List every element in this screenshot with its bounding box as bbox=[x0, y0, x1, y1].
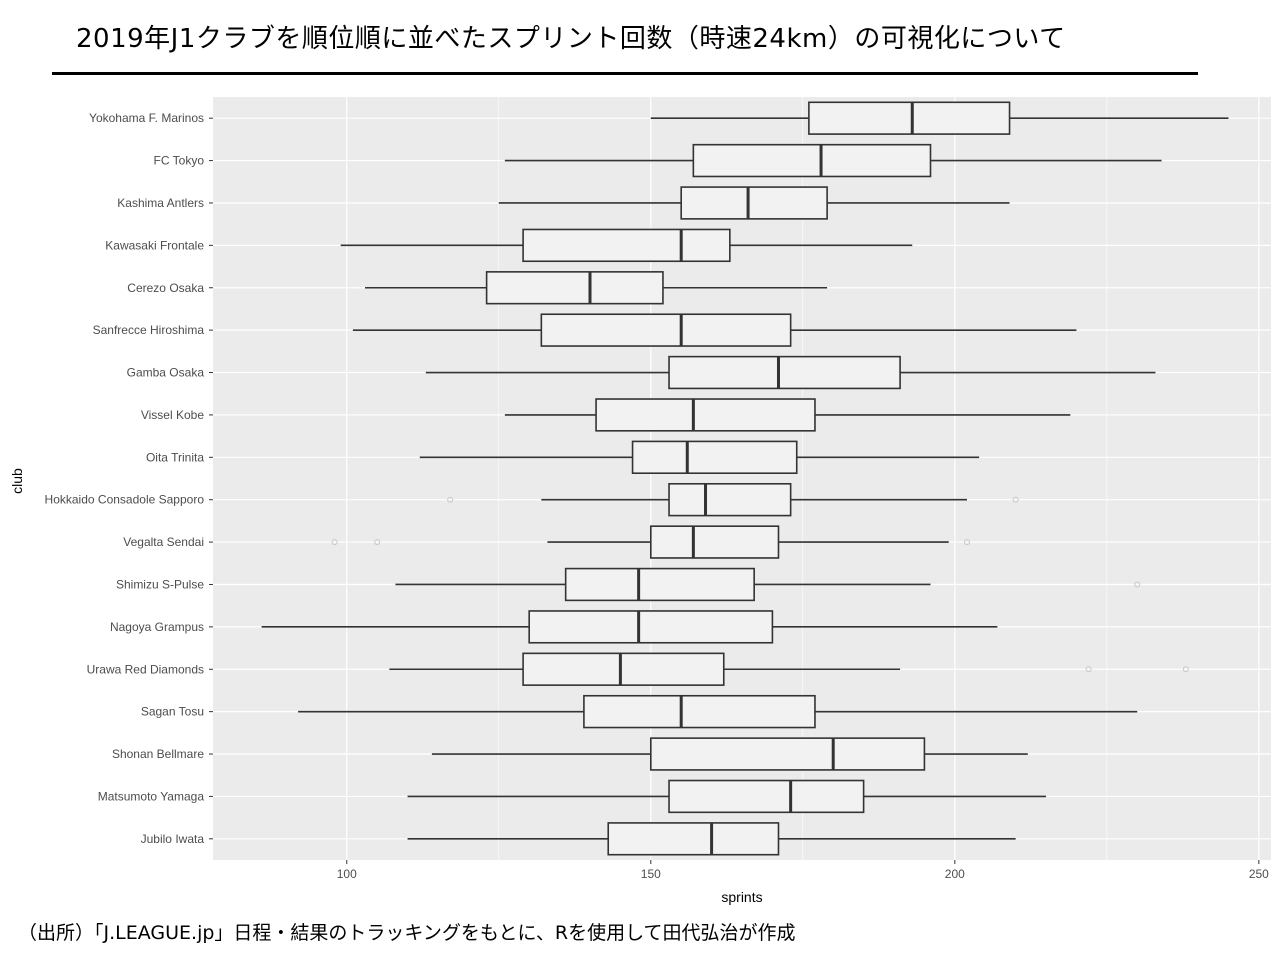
page-title: 2019年J1クラブを順位順に並べたスプリント回数（時速24km）の可視化につい… bbox=[76, 24, 1066, 54]
outlier-point bbox=[1182, 666, 1189, 673]
iqr-box bbox=[583, 694, 816, 729]
y-tick-label: Shonan Bellmare bbox=[112, 747, 204, 761]
iqr-box bbox=[522, 228, 731, 263]
outlier-point bbox=[447, 496, 454, 503]
y-tick-label: Shimizu S-Pulse bbox=[116, 577, 204, 591]
iqr-box bbox=[595, 398, 816, 432]
x-axis-title: sprints bbox=[721, 889, 762, 905]
source-note: （出所）「J.LEAGUE.jp」日程・結果のトラッキングをもとに、Rを使用して… bbox=[18, 922, 796, 944]
outlier-point bbox=[331, 539, 338, 546]
iqr-box bbox=[680, 186, 828, 220]
outlier-point bbox=[1012, 496, 1019, 503]
y-tick-label: Urawa Red Diamonds bbox=[87, 662, 204, 676]
iqr-box bbox=[668, 482, 792, 517]
y-tick-label: FC Tokyo bbox=[154, 154, 205, 168]
iqr-box bbox=[564, 567, 755, 602]
y-tick-label: Jubilo Iwata bbox=[141, 832, 205, 846]
y-tick-label: Yokohama F. Marinos bbox=[89, 111, 204, 125]
title-divider bbox=[52, 72, 1198, 75]
outlier-point bbox=[1085, 666, 1092, 673]
y-tick-label: Gamba Osaka bbox=[127, 366, 205, 380]
iqr-box bbox=[668, 355, 901, 390]
y-tick-label: Vissel Kobe bbox=[141, 408, 204, 422]
outlier-point bbox=[1134, 581, 1141, 588]
outlier-point bbox=[963, 539, 970, 546]
y-tick-label: Sagan Tosu bbox=[141, 705, 204, 719]
x-tick-label: 150 bbox=[641, 867, 661, 881]
x-axis-ticks: 100 150 200 250 bbox=[337, 860, 1269, 881]
iqr-box bbox=[808, 101, 1011, 135]
outlier-point bbox=[374, 539, 381, 546]
y-tick-label: Kashima Antlers bbox=[117, 196, 204, 210]
iqr-box bbox=[485, 271, 664, 305]
y-axis-ticks: Yokohama F. Marinos FC Tokyo Kashima Antle… bbox=[45, 111, 213, 846]
y-tick-label: Nagoya Grampus bbox=[110, 620, 204, 634]
iqr-box bbox=[668, 779, 865, 814]
iqr-box bbox=[631, 440, 798, 475]
x-tick-label: 250 bbox=[1249, 867, 1269, 881]
y-tick-label: Vegalta Sendai bbox=[123, 535, 204, 549]
plot-panel bbox=[213, 97, 1271, 860]
y-tick-label: Kawasaki Frontale bbox=[105, 238, 204, 252]
iqr-box bbox=[607, 822, 780, 856]
boxes bbox=[261, 101, 1229, 856]
y-tick-label: Oita Trinita bbox=[146, 450, 204, 464]
x-tick-label: 200 bbox=[945, 867, 965, 881]
iqr-box bbox=[522, 652, 725, 686]
x-tick-label: 100 bbox=[337, 867, 357, 881]
y-axis-title: club bbox=[9, 468, 25, 494]
y-tick-label: Sanfrecce Hiroshima bbox=[93, 323, 205, 337]
iqr-box bbox=[528, 610, 774, 644]
y-tick-label: Matsumoto Yamaga bbox=[98, 789, 205, 803]
iqr-box bbox=[540, 313, 792, 347]
y-tick-label: Hokkaido Consadole Sapporo bbox=[45, 493, 205, 507]
y-tick-label: Cerezo Osaka bbox=[127, 281, 204, 295]
iqr-box bbox=[649, 737, 926, 771]
iqr-box bbox=[649, 525, 780, 559]
iqr-box bbox=[692, 143, 932, 178]
